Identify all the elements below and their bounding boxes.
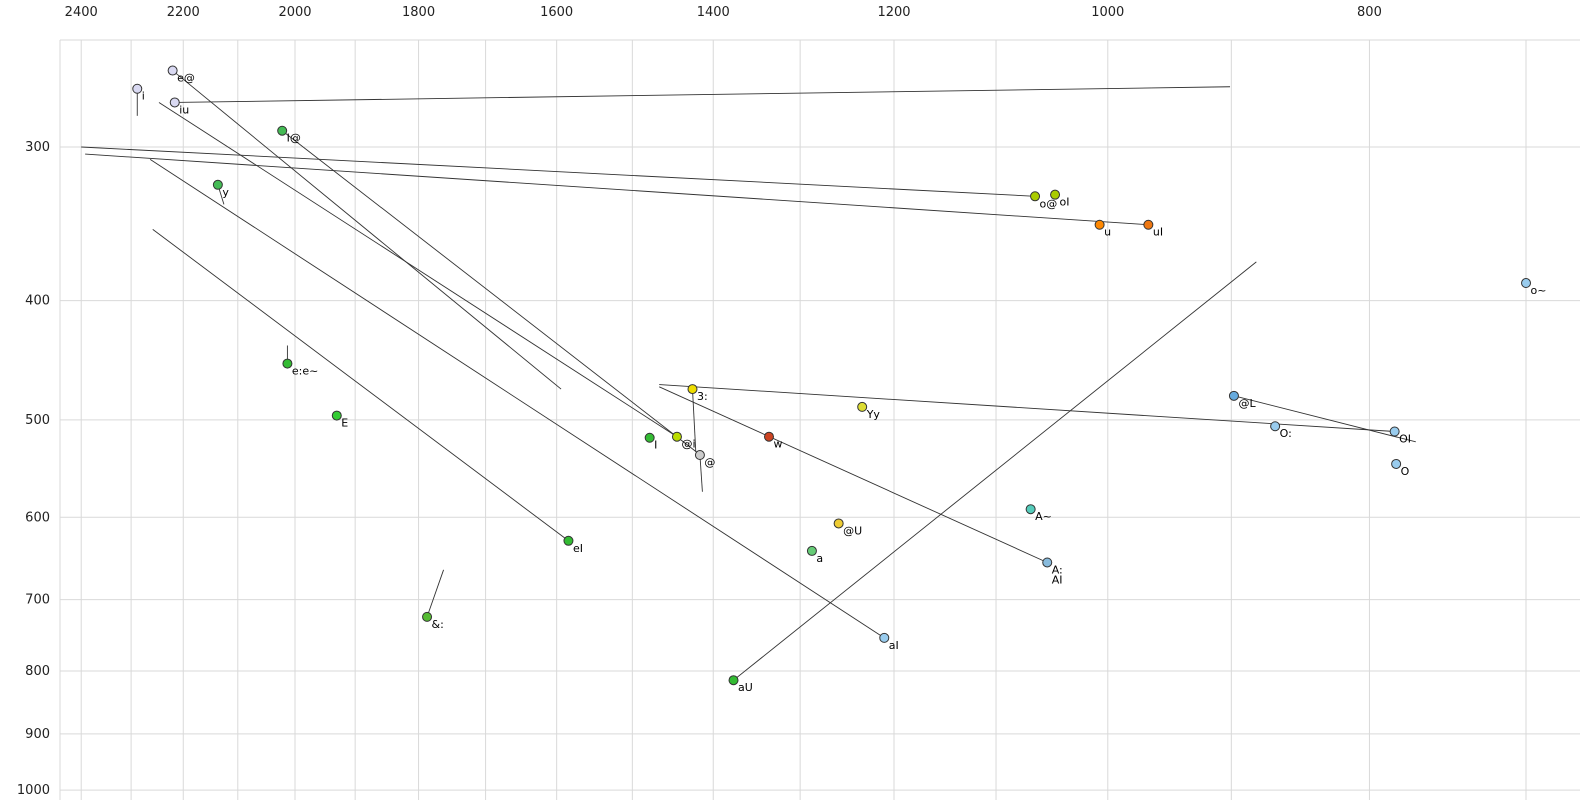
data-point-aI[interactable] bbox=[879, 632, 890, 643]
data-point-Yy[interactable] bbox=[857, 401, 868, 412]
trajectory-line-uI-glide bbox=[85, 153, 1149, 226]
data-point-OI[interactable] bbox=[1389, 426, 1400, 437]
y-tick-label: 300 bbox=[25, 140, 50, 155]
data-point-aU[interactable] bbox=[728, 675, 739, 686]
y-tick-label: 500 bbox=[25, 413, 50, 428]
point-label: I@ bbox=[287, 132, 301, 145]
trajectory-line-@i-glide bbox=[158, 102, 678, 438]
point-label: aU bbox=[738, 681, 753, 694]
point-label: u bbox=[1104, 226, 1111, 239]
data-point-oI[interactable] bbox=[1050, 189, 1061, 200]
data-point-o_[interactable] bbox=[1521, 278, 1532, 289]
point-label: A~ bbox=[1035, 510, 1052, 523]
data-point-_U[interactable] bbox=[833, 518, 844, 529]
point-label: e@ bbox=[177, 72, 195, 85]
trajectory-line-aI-glide bbox=[149, 158, 885, 639]
x-tick-label: 1400 bbox=[697, 5, 730, 20]
data-point-u[interactable] bbox=[1094, 219, 1105, 230]
trajectory-line-AI-glide bbox=[659, 386, 1048, 563]
point-label: E bbox=[341, 417, 348, 430]
trajectory-line-@L-glide bbox=[1233, 395, 1416, 443]
data-point-i[interactable] bbox=[132, 83, 143, 94]
data-point-w[interactable] bbox=[763, 431, 774, 442]
data-point-3_[interactable] bbox=[687, 384, 698, 395]
data-point-_L[interactable] bbox=[1228, 390, 1239, 401]
trajectory-line-OI-glide bbox=[659, 384, 1395, 432]
trajectory-line-3:-tick bbox=[692, 389, 697, 453]
data-point-o_[interactable] bbox=[1030, 191, 1041, 202]
y-tick-label: 1000 bbox=[17, 783, 50, 798]
point-label: o~ bbox=[1531, 284, 1547, 297]
x-tick-label: 1000 bbox=[1091, 5, 1124, 20]
x-tick-label: 1600 bbox=[540, 5, 573, 20]
point-label: @U bbox=[843, 524, 862, 537]
point-label: I bbox=[654, 439, 657, 452]
x-tick-label: 1800 bbox=[402, 5, 435, 20]
data-point-A_AI[interactable] bbox=[1042, 557, 1053, 568]
trajectory-line-e@-glide bbox=[172, 70, 562, 390]
trajectory-line-@-tick bbox=[699, 454, 703, 492]
y-tick-label: 900 bbox=[25, 727, 50, 742]
data-point-E[interactable] bbox=[331, 410, 342, 421]
x-tick-label: 2000 bbox=[278, 5, 311, 20]
point-label: Yy bbox=[866, 408, 881, 421]
point-label: a bbox=[816, 552, 823, 565]
data-point-y[interactable] bbox=[212, 179, 223, 190]
point-label: eI bbox=[573, 542, 583, 555]
y-tick-label: 800 bbox=[25, 664, 50, 679]
point-label: O: bbox=[1280, 427, 1292, 440]
data-point-O[interactable] bbox=[1391, 458, 1402, 469]
point-label: e:e~ bbox=[292, 365, 318, 378]
data-point-I_[interactable] bbox=[277, 125, 288, 136]
trajectory-line-aU-glide bbox=[733, 261, 1257, 681]
point-label: o@ bbox=[1040, 197, 1058, 210]
x-tick-label: 1200 bbox=[877, 5, 910, 20]
trajectory-line-&:-tick bbox=[426, 569, 444, 618]
y-tick-label: 700 bbox=[25, 593, 50, 608]
point-label: oI bbox=[1060, 196, 1070, 209]
point-label: aI bbox=[889, 639, 899, 652]
point-label: A: AI bbox=[1052, 563, 1063, 586]
x-tick-label: 2200 bbox=[167, 5, 200, 20]
data-point-e_e_[interactable] bbox=[282, 358, 293, 369]
x-tick-label: 2400 bbox=[65, 5, 98, 20]
data-point-_i[interactable] bbox=[671, 431, 682, 442]
point-label: w bbox=[773, 438, 782, 451]
point-label: @L bbox=[1238, 397, 1256, 410]
point-label: y bbox=[222, 186, 229, 199]
point-label: @i bbox=[681, 438, 695, 451]
data-point-I[interactable] bbox=[644, 432, 655, 443]
point-label: @ bbox=[704, 456, 715, 469]
trajectory-line-I@-glide bbox=[281, 130, 700, 455]
trajectory-line-eI-glide bbox=[152, 228, 569, 542]
point-label: uI bbox=[1153, 226, 1163, 239]
data-point-A_[interactable] bbox=[1025, 504, 1036, 515]
x-tick-label: 800 bbox=[1357, 5, 1382, 20]
point-label: 3: bbox=[697, 390, 708, 403]
point-label: iu bbox=[179, 103, 189, 116]
point-label: &: bbox=[432, 618, 444, 631]
point-label: i bbox=[142, 90, 145, 103]
point-label: O bbox=[1401, 465, 1410, 478]
point-label: OI bbox=[1399, 432, 1411, 445]
data-point-e_[interactable] bbox=[167, 65, 178, 76]
data-point-iu[interactable] bbox=[169, 97, 180, 108]
data-point-_[interactable] bbox=[694, 450, 705, 461]
data-point-uI[interactable] bbox=[1143, 219, 1154, 230]
data-point-_[interactable] bbox=[422, 611, 433, 622]
data-point-eI[interactable] bbox=[563, 535, 574, 546]
data-point-a[interactable] bbox=[806, 545, 817, 556]
y-tick-label: 400 bbox=[25, 294, 50, 309]
data-point-O_[interactable] bbox=[1270, 421, 1281, 432]
y-tick-label: 600 bbox=[25, 510, 50, 525]
trajectory-line-iu-glide bbox=[174, 86, 1231, 103]
